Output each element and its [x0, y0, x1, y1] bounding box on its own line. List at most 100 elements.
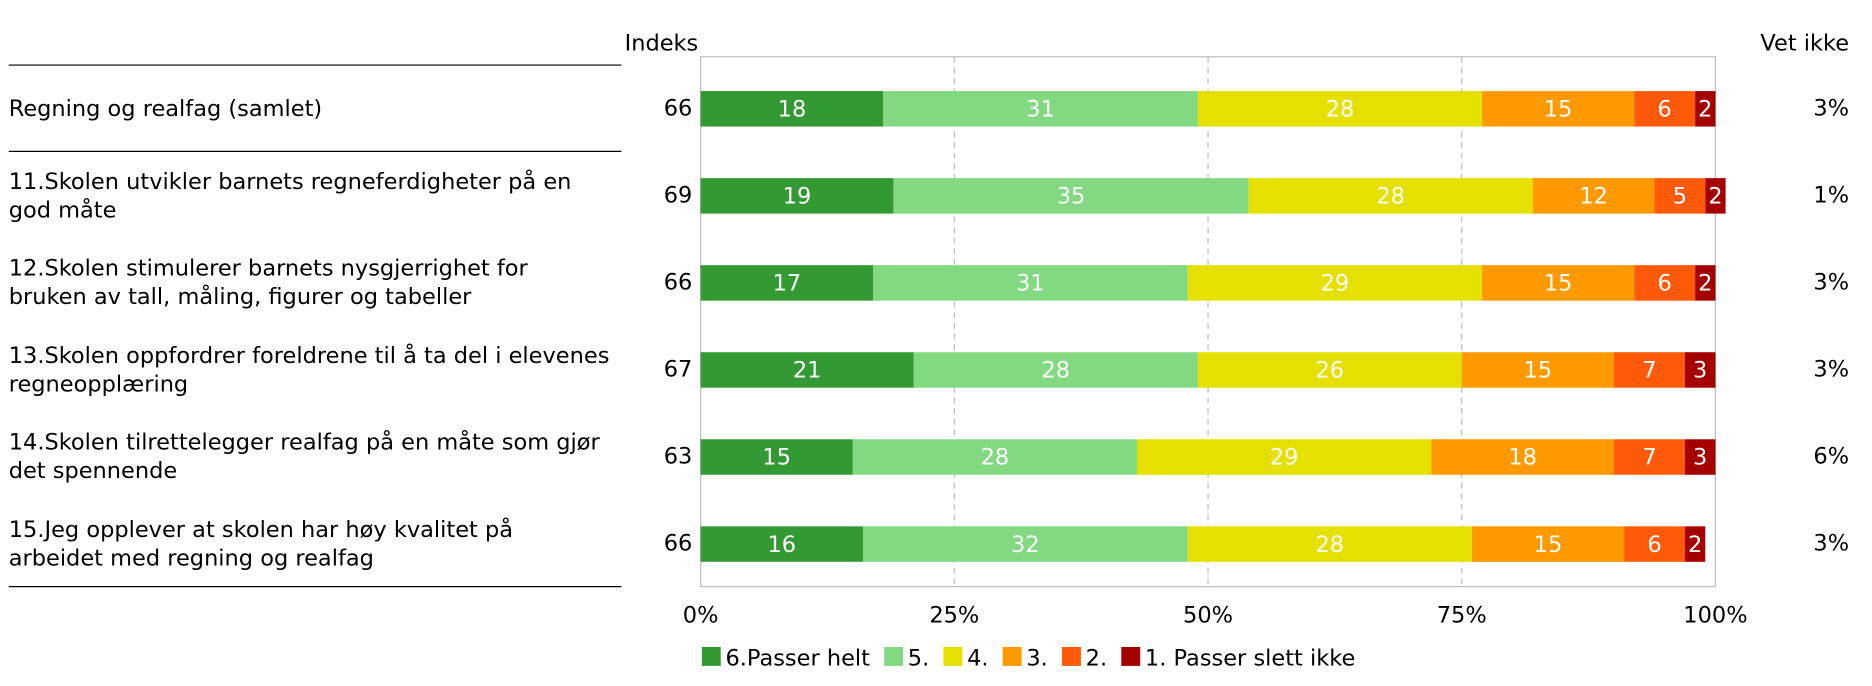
bar-segment	[1471, 526, 1625, 562]
bar-segment	[700, 91, 884, 127]
category-label-box: Regning og realfag (samlet)	[8, 95, 323, 122]
segment-label: 28	[1042, 358, 1071, 384]
na-value: 6%	[1813, 444, 1849, 470]
category-label-box: 12.Skolen stimulerer barnets nysgjerrigh…	[9, 256, 528, 310]
legend-swatch	[884, 646, 904, 666]
bar-segment	[1431, 439, 1614, 475]
segment-label: 32	[1011, 532, 1040, 558]
bar-segment	[700, 439, 853, 475]
bar-segment	[1695, 265, 1716, 301]
bar-segment	[700, 352, 914, 388]
segment-label: 15	[762, 445, 791, 471]
category-label: 15.Jeg opplever at skolen har høy kvalit…	[8, 516, 514, 572]
segment-label: 31	[1016, 271, 1045, 297]
segment-label: 21	[793, 358, 822, 384]
segment-label: 3	[1693, 358, 1707, 384]
na-value: 1%	[1813, 182, 1849, 208]
bar-segment	[1634, 91, 1696, 127]
x-tick-label: 50%	[1183, 603, 1233, 629]
x-tick-label: 75%	[1437, 603, 1487, 629]
bar-segment	[1624, 526, 1685, 562]
legend-swatch	[943, 646, 963, 666]
segment-label: 35	[1057, 184, 1086, 210]
bar-segment	[1197, 352, 1462, 388]
index-header: Indeks	[625, 30, 699, 56]
segment-label: 2	[1688, 532, 1702, 558]
segment-label: 28	[1376, 184, 1405, 210]
na-value: 3%	[1813, 269, 1849, 295]
na-value: 3%	[1813, 95, 1849, 121]
na-value: 3%	[1813, 356, 1849, 382]
segment-label: 12	[1579, 184, 1608, 210]
x-tick-label: 100%	[1683, 603, 1747, 629]
bar-segment	[1613, 352, 1685, 388]
legend-swatch	[701, 646, 721, 666]
segment-label: 15	[1544, 271, 1573, 297]
x-tick-label: 25%	[929, 603, 979, 629]
bar-segment	[700, 265, 874, 301]
legend-swatch	[1121, 646, 1141, 666]
index-value: 66	[664, 531, 693, 557]
category-label: Regning og realfag (samlet)	[8, 95, 323, 122]
category-label-box: 11.Skolen utvikler barnets regneferdighe…	[8, 168, 572, 224]
category-label-box: 14.Skolen tilrettelegger realfag på en m…	[8, 429, 600, 485]
segment-label: 18	[778, 96, 807, 122]
segment-label: 7	[1642, 358, 1656, 384]
category-label: 11.Skolen utvikler barnets regneferdighe…	[8, 168, 572, 224]
legend-label: 1. Passer slett ikke	[1145, 645, 1355, 671]
legend-swatch	[1002, 646, 1022, 666]
bar-segment	[1684, 352, 1716, 388]
legend-label: 5.	[908, 645, 929, 671]
bar-segment	[1136, 439, 1432, 475]
legend-swatch	[1062, 646, 1081, 666]
bar-segment	[1634, 265, 1696, 301]
segment-label: 28	[1316, 532, 1345, 558]
bar-segment	[1461, 352, 1614, 388]
bar-segment	[873, 265, 1188, 301]
category-label-box: 15.Jeg opplever at skolen har høy kvalit…	[8, 516, 514, 572]
bar-segment	[1613, 439, 1685, 475]
segment-label: 28	[1326, 96, 1355, 122]
category-label: 13.Skolen oppfordrer foreldrene til å ta…	[8, 342, 610, 398]
bar-segment	[1482, 265, 1635, 301]
index-value: 69	[664, 182, 693, 208]
segment-label: 15	[1544, 96, 1573, 122]
segment-label: 16	[768, 532, 797, 558]
segment-label: 28	[981, 445, 1010, 471]
bar-segment	[1654, 178, 1706, 214]
segment-label: 3	[1693, 445, 1707, 471]
legend-label: 2.	[1086, 645, 1107, 671]
bar-segment	[913, 352, 1198, 388]
segment-label: 5	[1673, 184, 1687, 210]
bar-segment	[1187, 265, 1483, 301]
index-value: 66	[664, 95, 693, 121]
segment-label: 7	[1642, 445, 1656, 471]
segment-label: 29	[1270, 445, 1299, 471]
segment-label: 19	[783, 184, 812, 210]
category-label-box: 13.Skolen oppfordrer foreldrene til å ta…	[8, 342, 610, 398]
bar-segment	[852, 439, 1137, 475]
category-label: 14.Skolen tilrettelegger realfag på en m…	[8, 429, 600, 485]
segment-label: 6	[1658, 96, 1672, 122]
segment-label: 2	[1698, 96, 1712, 122]
segment-label: 6	[1658, 271, 1672, 297]
segment-label: 26	[1316, 358, 1345, 384]
na-header: Vet ikke	[1760, 30, 1849, 56]
na-value: 3%	[1813, 531, 1849, 557]
bar-segment	[700, 178, 894, 214]
bar-segment	[1532, 178, 1655, 214]
segment-label: 18	[1508, 445, 1537, 471]
legend-label: 4.	[967, 645, 988, 671]
segment-label: 6	[1647, 532, 1661, 558]
index-value: 66	[664, 269, 693, 295]
bar-segment	[1684, 439, 1716, 475]
bar-segment	[1187, 526, 1472, 562]
bar-segment	[863, 526, 1188, 562]
segment-label: 17	[773, 271, 802, 297]
index-value: 67	[664, 356, 693, 382]
bar-segment	[893, 178, 1249, 214]
index-value: 63	[664, 444, 693, 470]
segment-label: 2	[1708, 184, 1722, 210]
legend-label: 6.Passer helt	[725, 645, 870, 671]
